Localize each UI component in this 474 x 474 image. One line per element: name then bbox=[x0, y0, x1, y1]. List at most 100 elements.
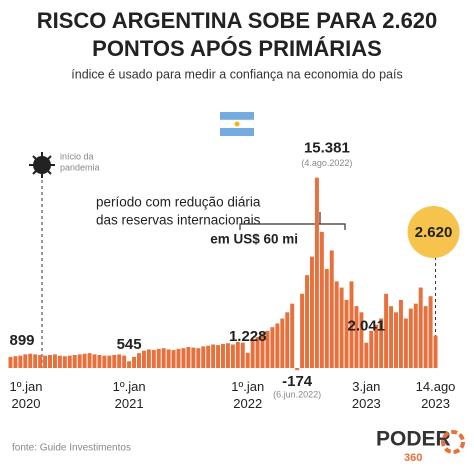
x-tick-label: 3.jan 2023 bbox=[352, 379, 381, 411]
bar bbox=[344, 299, 349, 368]
bar bbox=[23, 354, 28, 368]
bar bbox=[364, 342, 369, 368]
bar bbox=[201, 346, 206, 368]
value-label: 899 bbox=[9, 332, 34, 349]
bar bbox=[314, 177, 319, 368]
bar bbox=[398, 299, 403, 368]
highlight-circle bbox=[407, 206, 460, 258]
logo: PODER bbox=[376, 428, 451, 451]
value-label: 545 bbox=[117, 336, 142, 353]
bar bbox=[260, 333, 265, 368]
bar bbox=[235, 342, 240, 368]
bar bbox=[166, 349, 171, 368]
bar bbox=[300, 293, 305, 368]
bar bbox=[97, 355, 102, 368]
bar bbox=[428, 296, 433, 368]
bar bbox=[117, 354, 122, 368]
bar bbox=[433, 335, 438, 368]
bar bbox=[305, 275, 309, 368]
bar bbox=[285, 312, 290, 368]
bar bbox=[354, 306, 359, 368]
bar bbox=[72, 355, 77, 368]
bar bbox=[146, 349, 151, 368]
bar bbox=[28, 353, 33, 368]
bar bbox=[309, 256, 314, 368]
bar bbox=[339, 287, 344, 368]
bar bbox=[423, 306, 428, 368]
bar bbox=[181, 348, 186, 368]
logo-mark bbox=[441, 430, 465, 454]
annotation: das reservas internacionais bbox=[96, 213, 261, 228]
bar bbox=[394, 312, 398, 368]
bar bbox=[132, 356, 137, 368]
bar bbox=[82, 353, 87, 368]
bar bbox=[349, 281, 354, 368]
virus-icon bbox=[29, 152, 55, 178]
bar bbox=[77, 354, 82, 368]
bar bbox=[186, 346, 191, 368]
bar bbox=[13, 356, 18, 368]
bar bbox=[265, 330, 270, 368]
bar bbox=[295, 368, 300, 371]
bar bbox=[161, 348, 166, 368]
bar bbox=[62, 356, 67, 368]
bar bbox=[33, 354, 38, 368]
annotation: início da bbox=[60, 151, 94, 161]
bar bbox=[87, 353, 92, 368]
chart-title: RISCO ARGENTINA SOBE PARA 2.620 bbox=[37, 8, 438, 33]
bar bbox=[255, 337, 260, 368]
bar bbox=[225, 343, 230, 368]
bar bbox=[329, 250, 334, 368]
bar bbox=[275, 323, 280, 368]
logo-sub: 360 bbox=[404, 452, 422, 464]
bar bbox=[369, 330, 374, 368]
bar bbox=[112, 355, 117, 368]
bar bbox=[319, 231, 324, 368]
value-label: 2.041 bbox=[348, 318, 386, 335]
bar bbox=[141, 350, 146, 368]
chart-title: PONTOS APÓS PRIMÁRIAS bbox=[92, 36, 382, 61]
bar bbox=[290, 303, 295, 368]
bar bbox=[196, 348, 201, 368]
bar bbox=[48, 355, 52, 368]
bar bbox=[191, 347, 196, 368]
bar bbox=[245, 352, 250, 368]
bar bbox=[127, 361, 132, 368]
source: fonte: Guide Investimentos bbox=[12, 443, 131, 454]
bar bbox=[384, 293, 389, 368]
x-tick-label: 14.ago 2023 bbox=[416, 379, 456, 411]
bar bbox=[102, 355, 107, 368]
bar bbox=[270, 327, 275, 368]
bar bbox=[324, 269, 329, 368]
bar bbox=[216, 345, 221, 368]
x-tick-label: 1º.jan 2020 bbox=[10, 379, 43, 411]
x-tick-label: 1º.jan 2021 bbox=[113, 379, 146, 411]
annotation: em US$ 60 mi bbox=[210, 232, 298, 247]
flag bbox=[219, 112, 255, 136]
bar bbox=[403, 318, 408, 368]
bar bbox=[413, 303, 418, 368]
bar bbox=[52, 354, 57, 368]
bar bbox=[8, 356, 13, 368]
bar bbox=[389, 306, 394, 368]
bar bbox=[374, 324, 379, 368]
bar bbox=[151, 350, 156, 368]
value-label: 2.620 bbox=[415, 224, 453, 241]
bar bbox=[171, 350, 176, 368]
value-label: 1.228 bbox=[229, 328, 267, 345]
bar bbox=[137, 353, 141, 368]
bar bbox=[18, 355, 23, 368]
bar bbox=[230, 344, 235, 368]
bar bbox=[176, 348, 181, 368]
value-label: -174 bbox=[282, 373, 313, 390]
bar bbox=[379, 318, 384, 368]
value-label: 15.381 bbox=[304, 140, 350, 157]
bar bbox=[240, 342, 245, 368]
bar bbox=[359, 312, 364, 368]
bar bbox=[211, 344, 216, 368]
bar bbox=[57, 355, 62, 368]
bar bbox=[221, 343, 225, 368]
bar bbox=[280, 318, 285, 368]
bar bbox=[67, 355, 72, 368]
